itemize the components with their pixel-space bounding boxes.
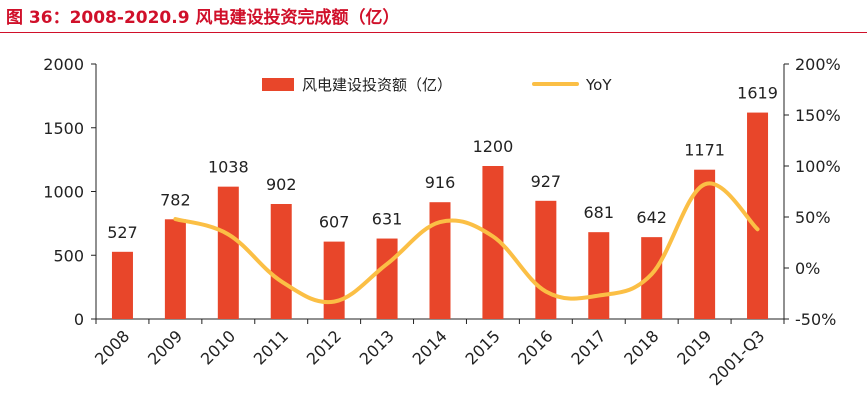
x-tick-label: 2001-Q3 [706, 326, 769, 389]
bar [535, 200, 557, 319]
legend: 风电建设投资额（亿） YoY [262, 76, 612, 94]
data-labels-layer: 527 782 1038 902 607 631 916 1200 927 681 642 1171 1… [107, 84, 778, 242]
left-tick-label: 2000 [43, 55, 84, 74]
x-tick-label: 2014 [409, 326, 451, 368]
x-tick-label: 2018 [620, 326, 662, 368]
legend-bar-label: 风电建设投资额（亿） [302, 76, 452, 94]
bar [588, 232, 610, 319]
right-tick-label: 100% [795, 157, 841, 176]
bar-data-label: 1171 [684, 141, 725, 160]
yoy-line-layer [173, 181, 760, 305]
bar [694, 169, 716, 319]
x-tick-label: 2011 [250, 326, 292, 368]
x-tick-label: 2017 [567, 326, 609, 368]
bar [747, 112, 769, 319]
x-tick-label: 2016 [514, 326, 556, 368]
bar [429, 202, 451, 319]
yoy-series-line [173, 181, 760, 305]
legend-bar-swatch [262, 78, 294, 91]
bar-data-label: 1200 [473, 137, 514, 156]
x-tick-label: 2008 [91, 326, 133, 368]
x-tick-label: 2015 [462, 326, 504, 368]
bar-data-label: 527 [107, 223, 138, 242]
bar [641, 237, 663, 319]
bar-data-label: 1038 [208, 158, 249, 177]
x-tick-label: 2012 [303, 326, 345, 368]
bar [164, 219, 186, 319]
left-tick-label: 500 [53, 246, 84, 265]
x-tick-label: 2013 [356, 326, 398, 368]
x-tick-label: 2009 [144, 326, 186, 368]
bar-data-label: 631 [372, 210, 403, 229]
bar-data-label: 782 [160, 190, 191, 209]
bar [376, 238, 398, 319]
right-tick-label: -50% [795, 310, 836, 329]
x-tick-label: 2019 [673, 326, 715, 368]
bar [270, 203, 292, 319]
left-tick-label: 1000 [43, 183, 84, 202]
figure-title: 图 36：2008-2020.9 风电建设投资完成额（亿） [6, 8, 400, 28]
title-rule [0, 32, 867, 33]
bar-data-label: 607 [319, 213, 350, 232]
right-tick-label: 0% [795, 259, 820, 278]
bar [482, 166, 504, 319]
right-tick-label: 50% [795, 208, 831, 227]
bar-data-label: 902 [266, 175, 297, 194]
bar-data-label: 681 [583, 203, 614, 222]
left-tick-label: 1500 [43, 119, 84, 138]
right-tick-label: 150% [795, 106, 841, 125]
legend-line-label: YoY [585, 76, 612, 94]
bar-data-label: 927 [531, 172, 562, 191]
bar-data-label: 642 [636, 208, 667, 227]
bar [323, 241, 345, 319]
left-tick-label: 0 [74, 310, 84, 329]
bar [111, 251, 133, 319]
bar-data-label: 1619 [737, 84, 778, 103]
right-tick-label: 200% [795, 55, 841, 74]
bars-layer [111, 112, 769, 319]
x-tick-label: 2010 [197, 326, 239, 368]
bar-data-label: 916 [425, 173, 456, 192]
bar [217, 186, 239, 319]
